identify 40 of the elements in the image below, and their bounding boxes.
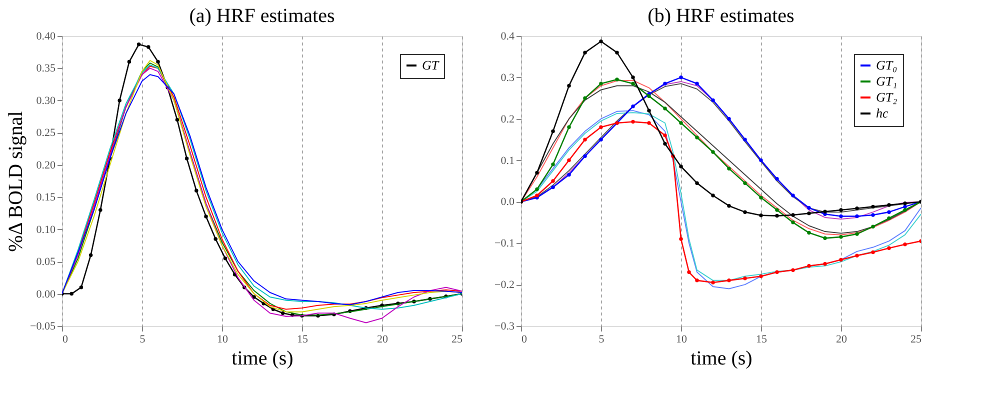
x-tick-label: 5 [140,334,146,346]
legend-label: GT₂ [876,90,898,104]
x-tick-label: 15 [297,334,308,346]
x-tick-label: 5 [598,334,605,346]
y-tick-label: −0.3 [494,320,515,332]
y-tick-label: 0.30 [36,94,56,107]
chart-title: (a) HRF estimates [189,5,335,27]
x-axis-title: time (s) [690,348,752,370]
legend-label: GT₀ [876,58,898,72]
y-axis-title: %Δ BOLD signal [5,110,28,252]
y-tick-label: −0.2 [494,279,514,292]
x-axis-title: time (s) [232,348,294,370]
legend-label: GT₁ [876,74,898,88]
y-tick-label: 0.05 [36,256,56,268]
x-tick-label: 25 [452,334,463,346]
y-tick-label: 0.10 [36,224,56,236]
x-tick-label: 0 [62,334,68,346]
x-tick-label: 20 [836,334,848,346]
x-tick-label: 10 [217,334,228,346]
y-tick-label: 0.35 [36,62,56,75]
y-tick-label: 0.40 [36,30,56,42]
y-tick-label: 0.20 [36,159,56,172]
y-tick-label: 0.15 [36,192,56,204]
y-tick-label: 0.3 [500,72,515,84]
y-tick-label: 0.4 [500,30,515,42]
y-tick-label: −0.05 [30,320,56,332]
x-tick-label: 25 [910,334,922,346]
y-tick-label: 0.25 [36,127,56,140]
y-tick-label: 0.0 [500,196,515,208]
legend-label: GT [422,58,440,72]
y-tick-label: −0.1 [494,238,514,250]
x-tick-label: 0 [522,334,528,346]
chart-title: (b) HRF estimates [648,5,795,27]
legend-label: hc [876,106,888,120]
x-tick-label: 15 [756,334,768,346]
x-tick-label: 20 [377,334,388,346]
y-tick-label: 0.2 [500,113,514,126]
y-tick-label: 0.00 [36,288,56,300]
x-tick-label: 10 [676,334,688,346]
y-tick-label: 0.1 [500,154,514,167]
